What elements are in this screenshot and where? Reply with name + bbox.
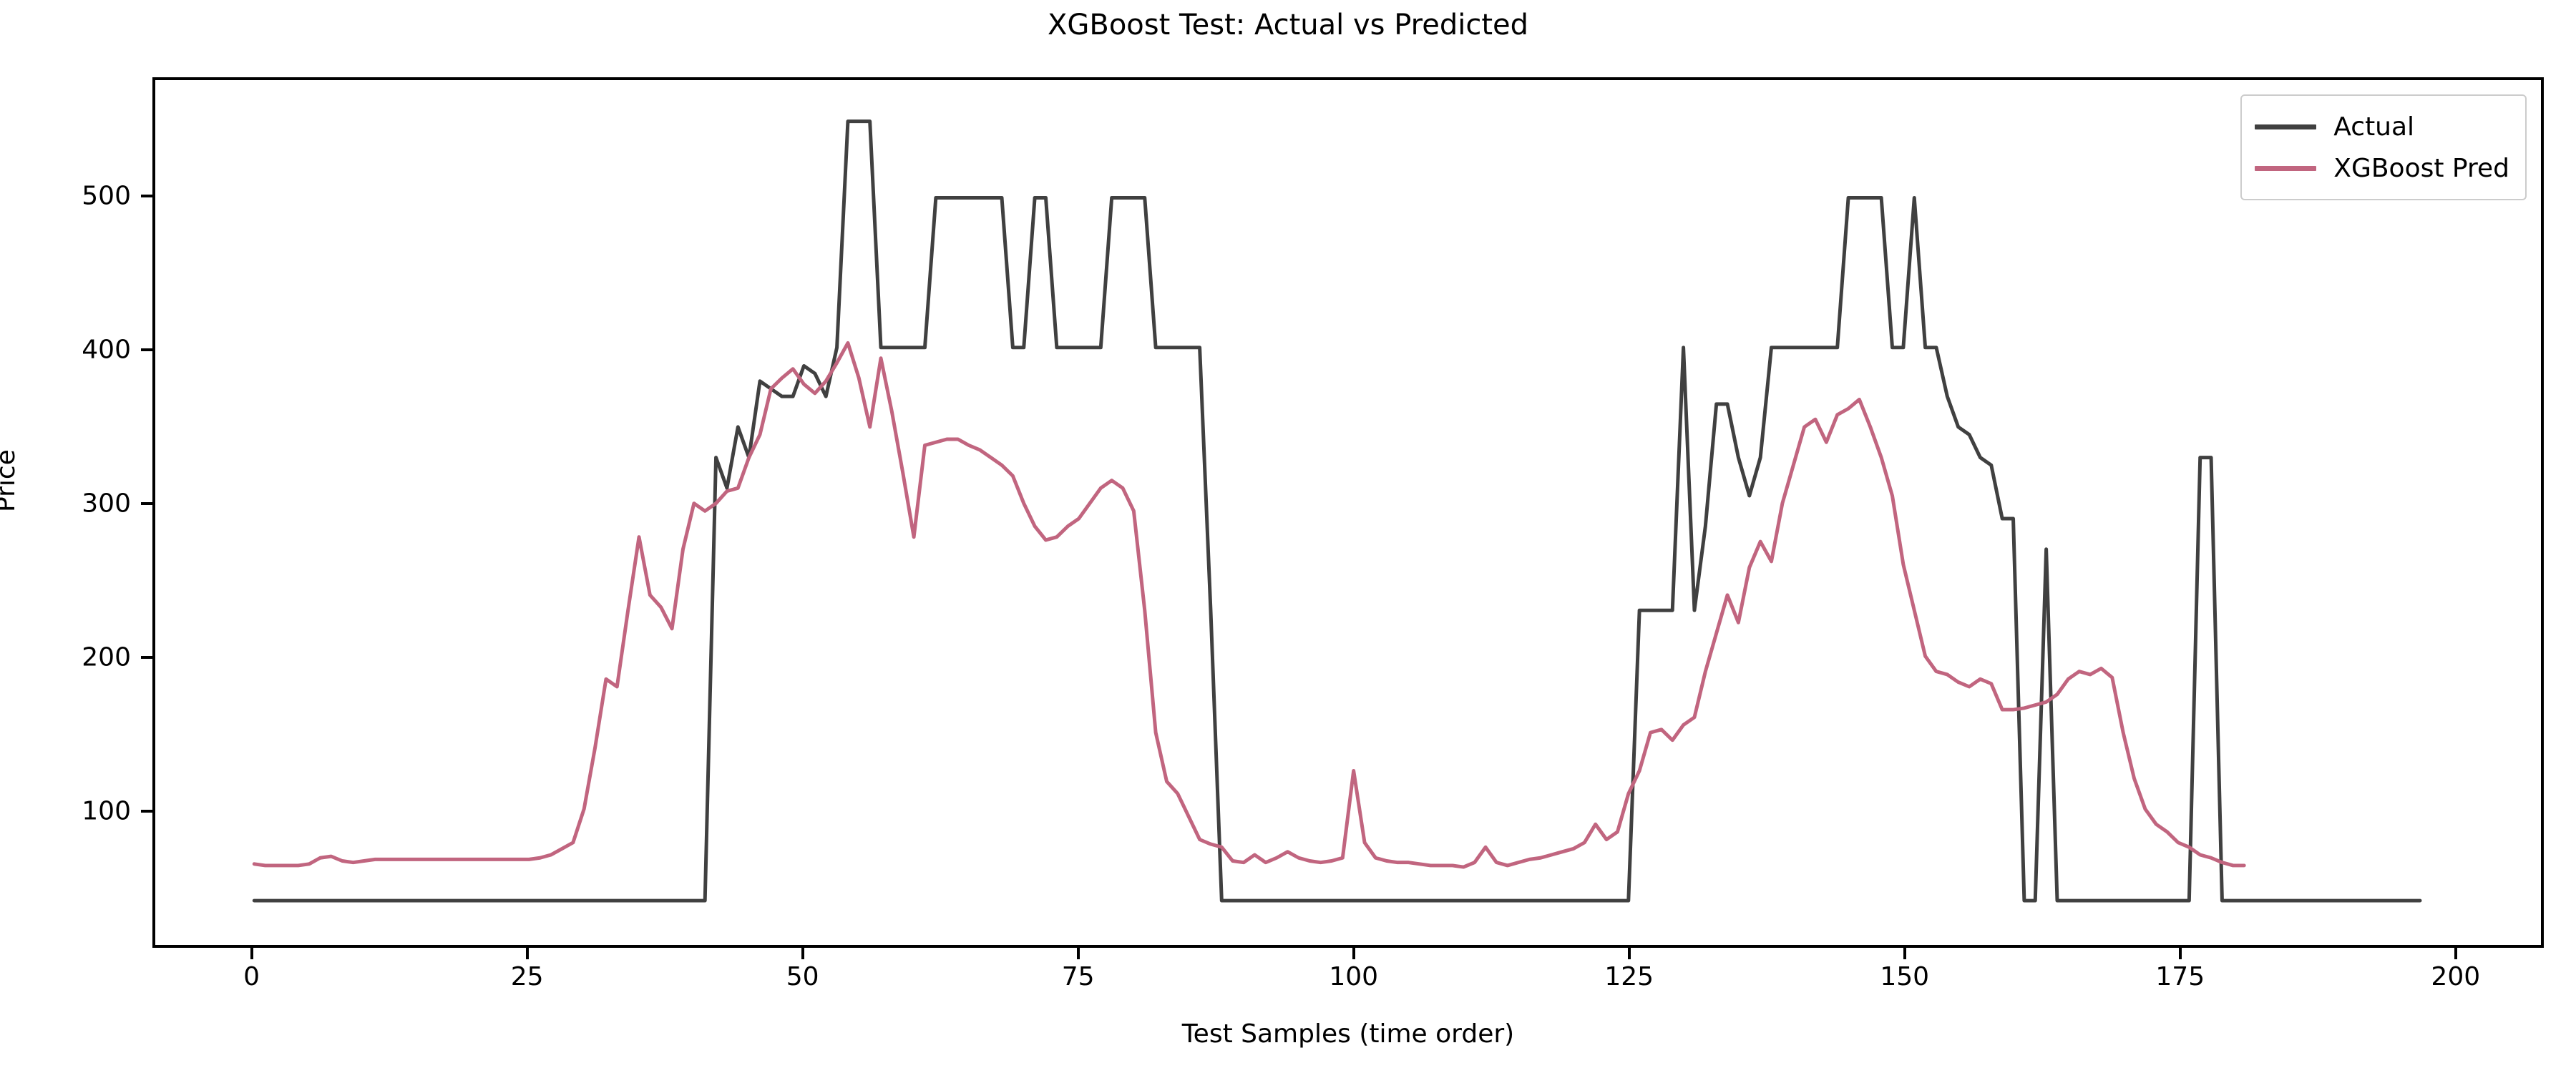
legend-item-actual[interactable]: Actual [2255, 106, 2509, 147]
x-tick-mark [250, 948, 253, 959]
y-tick-label: 500 [82, 181, 131, 211]
y-tick-label: 200 [82, 642, 131, 672]
y-tick-mark [141, 501, 152, 505]
x-tick-mark [2454, 948, 2457, 959]
plot-area: Actual XGBoost Pred [152, 77, 2544, 948]
y-tick-label: 100 [82, 796, 131, 826]
x-tick-mark [1076, 948, 1080, 959]
x-tick-label: 200 [2431, 962, 2481, 991]
x-tick-label: 0 [243, 962, 260, 991]
x-tick-mark [525, 948, 529, 959]
x-tick-label: 175 [2155, 962, 2205, 991]
x-axis-label: Test Samples (time order) [1181, 1019, 1515, 1049]
legend-swatch-xgboost-pred [2255, 165, 2317, 171]
y-tick-label: 300 [82, 489, 131, 519]
y-tick-label: 400 [82, 335, 131, 365]
x-tick-mark [2178, 948, 2182, 959]
y-tick-mark [141, 348, 152, 351]
x-tick-label: 150 [1880, 962, 1930, 991]
x-tick-mark [801, 948, 804, 959]
legend-item-xgboost-pred[interactable]: XGBoost Pred [2255, 147, 2509, 189]
y-tick-mark [141, 809, 152, 813]
x-tick-mark [1352, 948, 1355, 959]
x-tick-label: 125 [1604, 962, 1654, 991]
chart-title: XGBoost Test: Actual vs Predicted [1047, 9, 1528, 41]
chart-legend: Actual XGBoost Pred [2240, 94, 2527, 200]
plot-lines [252, 119, 2422, 903]
series-line-actual [252, 119, 2422, 903]
y-tick-mark [141, 194, 152, 197]
legend-label-xgboost-pred: XGBoost Pred [2333, 153, 2509, 183]
x-tick-label: 75 [1061, 962, 1095, 991]
y-tick-mark [141, 655, 152, 659]
x-tick-mark [1627, 948, 1631, 959]
legend-label-actual: Actual [2333, 112, 2415, 142]
x-tick-label: 100 [1329, 962, 1379, 991]
x-tick-mark [1903, 948, 1906, 959]
legend-swatch-actual [2255, 124, 2317, 129]
x-tick-label: 50 [786, 962, 819, 991]
x-tick-label: 25 [510, 962, 544, 991]
series-line-xgboost-pred [252, 340, 2246, 869]
